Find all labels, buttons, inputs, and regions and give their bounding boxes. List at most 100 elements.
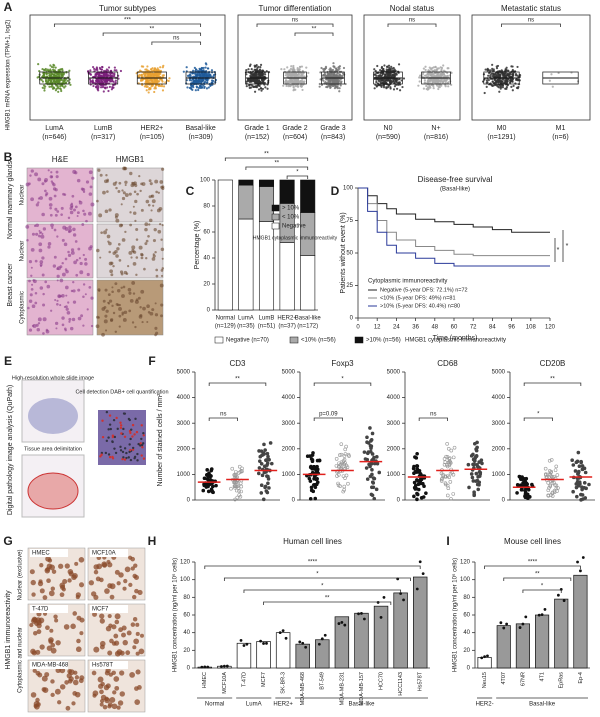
cell	[50, 692, 55, 698]
dot	[303, 80, 306, 83]
dot	[571, 489, 575, 494]
cell	[122, 191, 126, 195]
dot	[323, 633, 327, 637]
y-tick-label: 40	[203, 256, 210, 262]
cell	[128, 192, 132, 196]
dot	[379, 68, 382, 72]
cell	[32, 279, 35, 282]
cell	[135, 631, 140, 637]
legend-title: Cytoplasmic immunoreactivity	[368, 279, 447, 285]
cell	[105, 309, 109, 313]
dot	[49, 68, 52, 71]
dot	[212, 79, 215, 83]
dot	[63, 78, 66, 81]
cell	[107, 453, 111, 456]
dot	[339, 460, 344, 464]
dot	[401, 85, 404, 89]
label-bg	[90, 549, 128, 557]
cell	[42, 292, 45, 296]
dot	[214, 483, 218, 488]
dot	[202, 476, 207, 481]
dot	[254, 69, 257, 72]
dot	[251, 73, 254, 76]
dot	[421, 75, 424, 78]
dot	[419, 74, 422, 77]
cell	[134, 417, 137, 421]
cell	[157, 191, 160, 194]
dot	[554, 486, 559, 491]
plot-title: Tumor differentiation	[259, 4, 332, 13]
dot	[200, 68, 203, 72]
cell	[72, 233, 77, 237]
cell	[109, 594, 115, 600]
cell	[133, 457, 136, 460]
cell	[121, 196, 126, 201]
cell	[117, 242, 121, 246]
sig-bracket	[313, 417, 343, 421]
cell	[74, 675, 80, 680]
dot	[436, 68, 439, 71]
cell	[31, 616, 38, 623]
y-tick-label: 80	[463, 595, 470, 601]
dot	[424, 68, 427, 72]
dot	[147, 91, 150, 94]
cell	[101, 435, 105, 439]
cell	[134, 299, 139, 304]
dot	[382, 595, 386, 599]
cell	[152, 238, 157, 243]
dot	[446, 75, 449, 78]
cell	[137, 296, 141, 300]
bar-segment	[238, 218, 254, 311]
cell	[114, 250, 118, 254]
cell	[119, 445, 122, 449]
dot	[551, 85, 554, 88]
dot	[473, 455, 478, 459]
dot	[543, 608, 547, 611]
dot	[483, 91, 486, 95]
dot	[444, 84, 447, 87]
cell	[132, 617, 138, 622]
dot	[255, 86, 259, 89]
cell	[50, 679, 55, 684]
dot	[307, 476, 312, 481]
dot	[154, 68, 157, 71]
cell	[38, 242, 43, 247]
cell	[125, 650, 131, 656]
dot	[109, 80, 112, 83]
cell	[107, 436, 110, 439]
x-tick-label: HCC1143	[398, 672, 404, 696]
dot	[557, 71, 560, 75]
cell	[145, 257, 148, 260]
dot	[370, 467, 374, 472]
dot	[422, 67, 425, 70]
dot	[60, 89, 63, 93]
cell	[116, 581, 121, 586]
sig-bracket	[151, 41, 202, 45]
dot	[439, 471, 444, 476]
cell	[140, 424, 143, 427]
cell	[132, 292, 136, 295]
y-tick-label: 120	[180, 560, 191, 566]
dot	[145, 75, 148, 78]
dot	[263, 484, 268, 489]
plot-frame	[363, 14, 461, 121]
cell	[76, 638, 81, 644]
cell	[45, 329, 50, 334]
dot	[344, 473, 349, 478]
dot	[515, 491, 519, 495]
dot	[210, 71, 214, 74]
dot	[487, 74, 490, 77]
dot	[193, 66, 196, 69]
dot	[432, 66, 435, 69]
cell	[140, 256, 144, 260]
dot	[250, 68, 253, 71]
dot	[202, 482, 206, 487]
dot	[552, 481, 557, 485]
y-tick-label: 1000	[387, 472, 401, 478]
dot	[485, 85, 488, 88]
dot	[338, 87, 341, 90]
cell	[151, 257, 156, 261]
y-tick-label: 75	[346, 218, 353, 224]
cell	[138, 245, 143, 250]
plot-title: CD20B	[540, 359, 566, 368]
